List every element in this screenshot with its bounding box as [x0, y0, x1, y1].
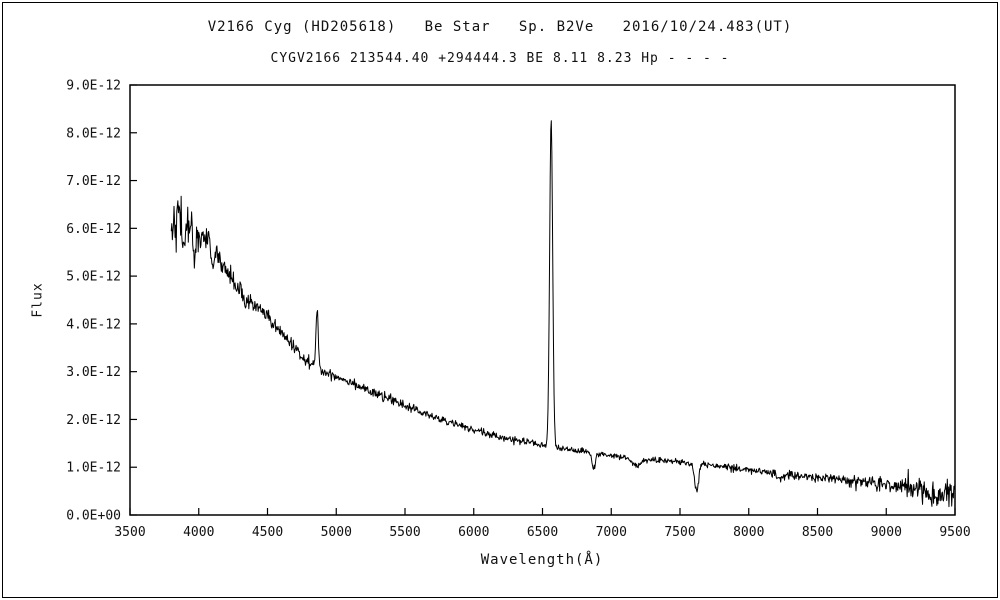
x-tick-label: 5000 [321, 525, 352, 540]
x-tick-label: 8000 [733, 525, 764, 540]
y-tick-label: 9.0E-12 [66, 79, 121, 94]
x-tick-label: 9000 [871, 525, 902, 540]
x-tick-label: 4500 [252, 525, 283, 540]
y-tick-label: 4.0E-12 [66, 317, 121, 332]
y-tick-label: 5.0E-12 [66, 270, 121, 285]
x-tick-label: 7000 [596, 525, 627, 540]
plot-frame [129, 84, 956, 516]
y-tick-label: 1.0E-12 [66, 461, 121, 476]
y-axis-label: Flux [30, 282, 46, 318]
x-tick-label: 6000 [458, 525, 489, 540]
x-tick-label: 7500 [664, 525, 695, 540]
x-tick-label: 3500 [114, 525, 145, 540]
chart-subtitle: CYGV2166 213544.40 +294444.3 BE 8.11 8.2… [270, 51, 730, 66]
x-tick-label: 5500 [389, 525, 420, 540]
y-tick-label: 6.0E-12 [66, 222, 121, 237]
x-tick-label: 4000 [183, 525, 214, 540]
y-tick-label: 3.0E-12 [66, 365, 121, 380]
y-tick-label: 0.0E+00 [66, 509, 121, 524]
y-tick-label: 7.0E-12 [66, 174, 121, 189]
x-tick-label: 8500 [802, 525, 833, 540]
chart-title: V2166 Cyg (HD205618) Be Star Sp. B2Ve 20… [207, 19, 793, 35]
y-tick-label: 8.0E-12 [66, 126, 121, 141]
y-tick-label: 2.0E-12 [66, 413, 121, 428]
x-axis-label: Wavelength(Å) [480, 552, 604, 568]
spectrum-line [170, 120, 956, 508]
x-tick-label: 6500 [527, 525, 558, 540]
x-tick-label: 9500 [939, 525, 970, 540]
